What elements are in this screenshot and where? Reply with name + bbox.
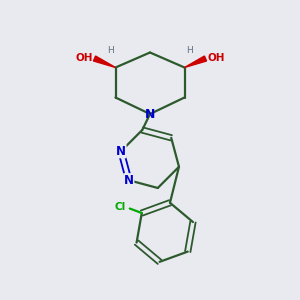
Text: OH: OH bbox=[76, 53, 93, 63]
Text: Cl: Cl bbox=[114, 202, 125, 212]
Text: N: N bbox=[116, 145, 126, 158]
Polygon shape bbox=[184, 56, 207, 68]
Text: N: N bbox=[124, 174, 134, 187]
Text: H: H bbox=[187, 46, 193, 55]
Text: OH: OH bbox=[207, 53, 224, 63]
Text: N: N bbox=[145, 107, 155, 121]
Polygon shape bbox=[93, 56, 116, 68]
Text: H: H bbox=[107, 46, 113, 55]
